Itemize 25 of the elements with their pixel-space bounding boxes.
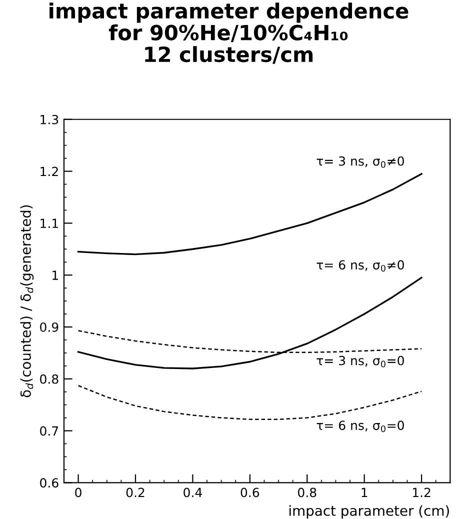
y-tick-label: 0.9: [40, 322, 58, 332]
x-axis-title: impact parameter (cm): [290, 505, 449, 519]
y-tick-label: 0.6: [40, 478, 58, 488]
x-tick-label: 0: [75, 488, 82, 498]
y-tick-label: 1.1: [40, 218, 58, 228]
chart-title: impact parameter dependence for 90%He/10%C₄H₁₀ 12 clusters/cm: [50, 2, 408, 64]
x-tick-label: 0.6: [240, 488, 260, 498]
y-tick-label: 0.8: [40, 374, 58, 384]
series-label: τ= 3 ns, σ$_{0}$=0: [316, 356, 404, 368]
series-label: τ= 6 ns, σ$_{0}$≠0: [316, 260, 404, 272]
y-tick-label: 1.2: [40, 166, 58, 176]
y-tick-label: 0.7: [40, 426, 58, 436]
line-series: [78, 384, 422, 420]
x-tick-label: 1: [362, 488, 368, 498]
x-tick-label: 0.8: [298, 488, 316, 498]
series-label: τ= 6 ns, σ$_{0}$=0: [316, 420, 404, 432]
line-series: [77, 276, 422, 370]
x-tick-label: 0.2: [126, 488, 144, 498]
series-label: τ= 3 ns, σ$_{0}$≠0: [316, 156, 404, 168]
line-series: [77, 173, 422, 256]
y-tick-label: 1.3: [40, 114, 58, 124]
y-tick-label: 1: [52, 270, 58, 280]
y-axis-title: δ$_{d}$(counted) / δ$_{d}$(generated): [20, 205, 34, 398]
x-tick-label: 0.4: [184, 488, 202, 498]
x-tick-label: 1.2: [412, 488, 430, 498]
